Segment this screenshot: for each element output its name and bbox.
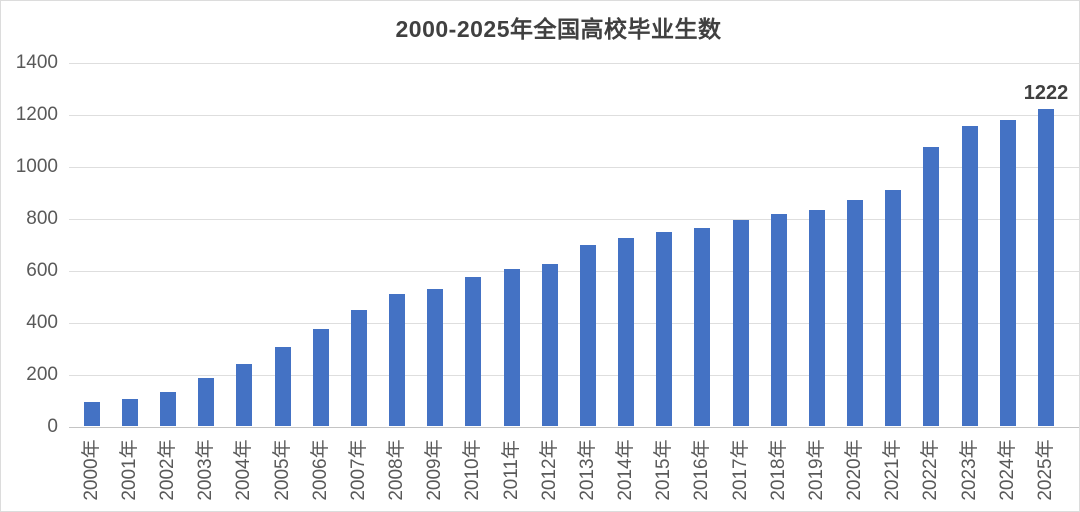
gridline <box>69 374 1079 376</box>
x-tick-label: 2022年 <box>920 439 942 501</box>
gridline <box>69 322 1079 324</box>
bar-2013年 <box>579 245 596 427</box>
chart-title: 2000-2025年全国高校毕业生数 <box>395 16 722 42</box>
x-tick-label: 2023年 <box>958 439 980 501</box>
y-tick-label: 1200 <box>15 103 58 125</box>
gridline <box>69 218 1079 220</box>
y-tick-label: 1400 <box>15 52 58 73</box>
bar-2015年 <box>656 232 673 427</box>
gridline <box>69 166 1079 168</box>
x-tick-label: 2006年 <box>309 439 331 501</box>
x-tick-label: 2011年 <box>500 440 522 500</box>
y-tick-label: 0 <box>47 415 58 437</box>
x-tick-label: 2000年 <box>80 439 102 501</box>
bar-2014年 <box>618 237 635 427</box>
bar-2009年 <box>427 288 444 427</box>
bar-2022年 <box>923 147 940 427</box>
x-tick-label: 2009年 <box>424 439 446 501</box>
x-tick-label: 2021年 <box>882 439 904 501</box>
x-tick-label: 2008年 <box>386 439 408 501</box>
bar-2020年 <box>847 199 864 427</box>
x-tick-label: 2001年 <box>118 439 140 501</box>
bar-2001年 <box>121 399 138 427</box>
x-tick-label: 2002年 <box>157 439 179 501</box>
bar-2002年 <box>160 391 177 427</box>
y-tick-label: 600 <box>26 259 58 281</box>
y-tick-label: 200 <box>26 363 58 385</box>
bar-2004年 <box>236 364 253 427</box>
y-tick-label: 800 <box>26 207 58 229</box>
gridline <box>69 114 1079 116</box>
x-tick-label: 2020年 <box>844 439 866 501</box>
x-tick-label: 2015年 <box>653 439 675 501</box>
x-tick-label: 2010年 <box>462 439 484 501</box>
bar-2025年 <box>1038 109 1054 427</box>
bar-2000年 <box>83 401 100 427</box>
bar-2008年 <box>389 293 406 427</box>
x-tick-label: 2018年 <box>767 439 789 501</box>
bar-2024年 <box>999 120 1016 427</box>
bar-2010年 <box>465 277 482 427</box>
y-tick-label: 1000 <box>15 155 58 177</box>
bar-2016年 <box>694 227 711 427</box>
bar-2017年 <box>732 220 749 427</box>
bar-2021年 <box>885 190 902 427</box>
x-tick-label: 2003年 <box>195 439 217 501</box>
x-tick-label: 2012年 <box>538 439 560 501</box>
bar-2019年 <box>808 209 825 427</box>
bar-2005年 <box>274 346 291 427</box>
x-tick-label: 2024年 <box>996 439 1018 501</box>
bar-2018年 <box>770 213 787 427</box>
x-tick-label: 2004年 <box>233 439 255 501</box>
gridline <box>69 270 1079 272</box>
bar-2012年 <box>541 264 558 427</box>
bar-2011年 <box>503 268 520 427</box>
x-tick-label: 2013年 <box>576 439 598 501</box>
x-tick-label: 2016年 <box>691 439 713 501</box>
x-tick-label: 2019年 <box>805 439 827 501</box>
x-tick-label: 2005年 <box>271 439 293 501</box>
bar-2006年 <box>312 328 329 427</box>
bar-2023年 <box>961 125 978 427</box>
bar-2003年 <box>198 377 215 427</box>
gridline <box>69 63 1079 64</box>
data-label: 1222 <box>1023 82 1069 105</box>
x-tick-label: 2014年 <box>615 439 637 501</box>
x-tick-label: 2025年 <box>1035 439 1056 501</box>
x-tick-label: 2017年 <box>729 439 751 501</box>
x-axis-line <box>69 426 1079 428</box>
x-tick-label: 2007年 <box>347 439 369 501</box>
bar-2007年 <box>350 310 367 427</box>
y-tick-label: 400 <box>26 311 58 333</box>
